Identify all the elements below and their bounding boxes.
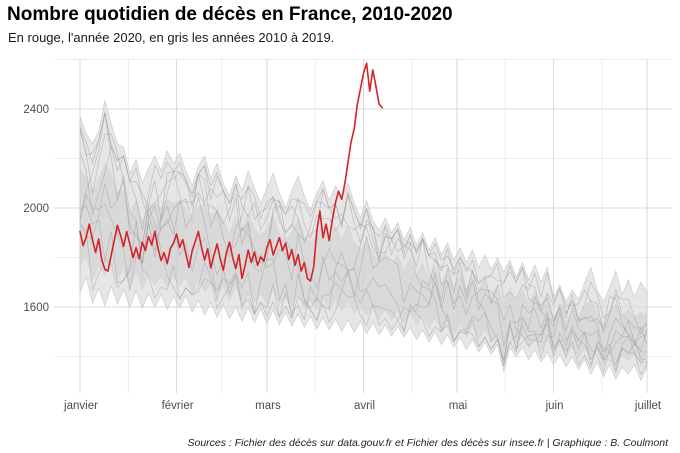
- x-tick-label: juillet: [634, 400, 662, 412]
- gray-year-line: [79, 196, 648, 366]
- x-tick-label: mai: [449, 400, 468, 412]
- source-caption: Sources : Fichier des décès sur data.gou…: [187, 437, 668, 449]
- gray-year-line: [79, 144, 648, 376]
- gray-year-line: [79, 130, 648, 336]
- x-tick-label: juin: [545, 400, 564, 412]
- gray-year-line: [79, 112, 648, 374]
- gray-year-line: [79, 221, 648, 347]
- gray-year-line: [79, 183, 648, 345]
- band-inner-2010-2019: [80, 162, 647, 367]
- line-2020: [79, 62, 383, 282]
- y-tick-label: 2000: [23, 203, 49, 215]
- x-tick-label: mars: [255, 400, 281, 412]
- deaths-band-inner: [80, 162, 647, 367]
- y-tick-label: 1600: [23, 302, 49, 314]
- x-tick-label: février: [162, 400, 194, 412]
- gray-year-lines: [79, 112, 648, 376]
- x-tick-label: janvier: [63, 400, 98, 412]
- gray-year-line: [79, 180, 648, 370]
- chart-subtitle: En rouge, l'année 2020, en gris les anné…: [8, 30, 335, 45]
- x-axis-labels: janvier février mars avril mai juin juillet: [63, 400, 662, 412]
- x-tick-label: avril: [354, 400, 375, 412]
- red-2020-line: [79, 62, 383, 282]
- y-axis-labels: 1600 2000 2400: [23, 104, 49, 314]
- gray-year-line: [79, 112, 648, 361]
- y-tick-label: 2400: [23, 104, 49, 116]
- chart-title: Nombre quotidien de décès en France, 201…: [7, 4, 453, 25]
- gray-year-line: [79, 112, 648, 361]
